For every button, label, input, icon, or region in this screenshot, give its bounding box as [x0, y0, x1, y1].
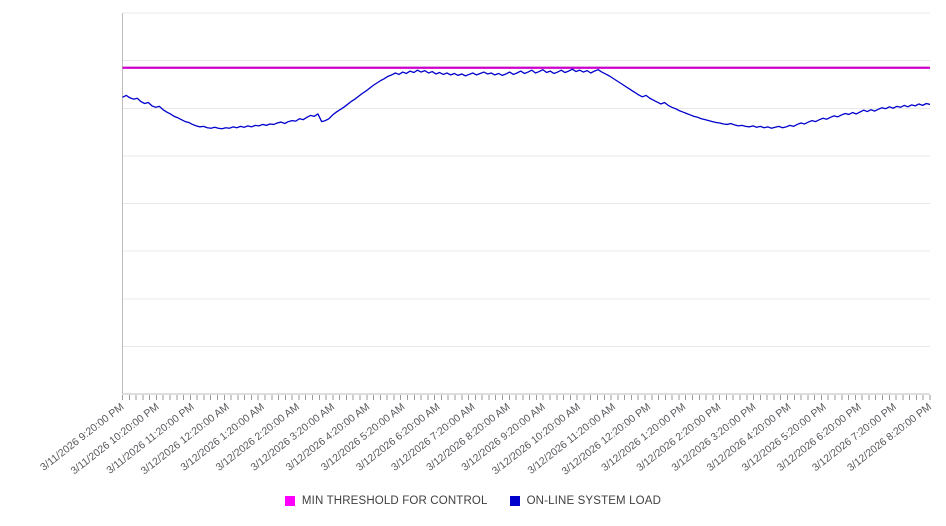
legend-entry-on-line-system-load[interactable]: ON-LINE SYSTEM LOAD	[509, 495, 662, 507]
x-axis-labels-group: 3/11/2026 9:20:00 PM3/11/2026 10:20:00 P…	[38, 401, 934, 478]
axis-lines-group	[122, 13, 930, 395]
legend-entry-min-threshold-for-control[interactable]: MIN THRESHOLD FOR CONTROL	[284, 495, 488, 507]
gridlines-group	[122, 12, 930, 347]
x-axis-minor-ticks	[122, 395, 931, 400]
legend-label-on-line-system-load: ON-LINE SYSTEM LOAD	[526, 495, 662, 507]
series-group	[122, 66, 931, 130]
chart-legend: MIN THRESHOLD FOR CONTROL ON-LINE SYSTEM…	[0, 495, 946, 507]
legend-label-min-threshold-for-control: MIN THRESHOLD FOR CONTROL	[301, 495, 488, 507]
legend-swatch-blue	[509, 496, 520, 506]
legend-swatch-magenta	[284, 496, 295, 506]
series-line-system-load	[122, 68, 931, 130]
